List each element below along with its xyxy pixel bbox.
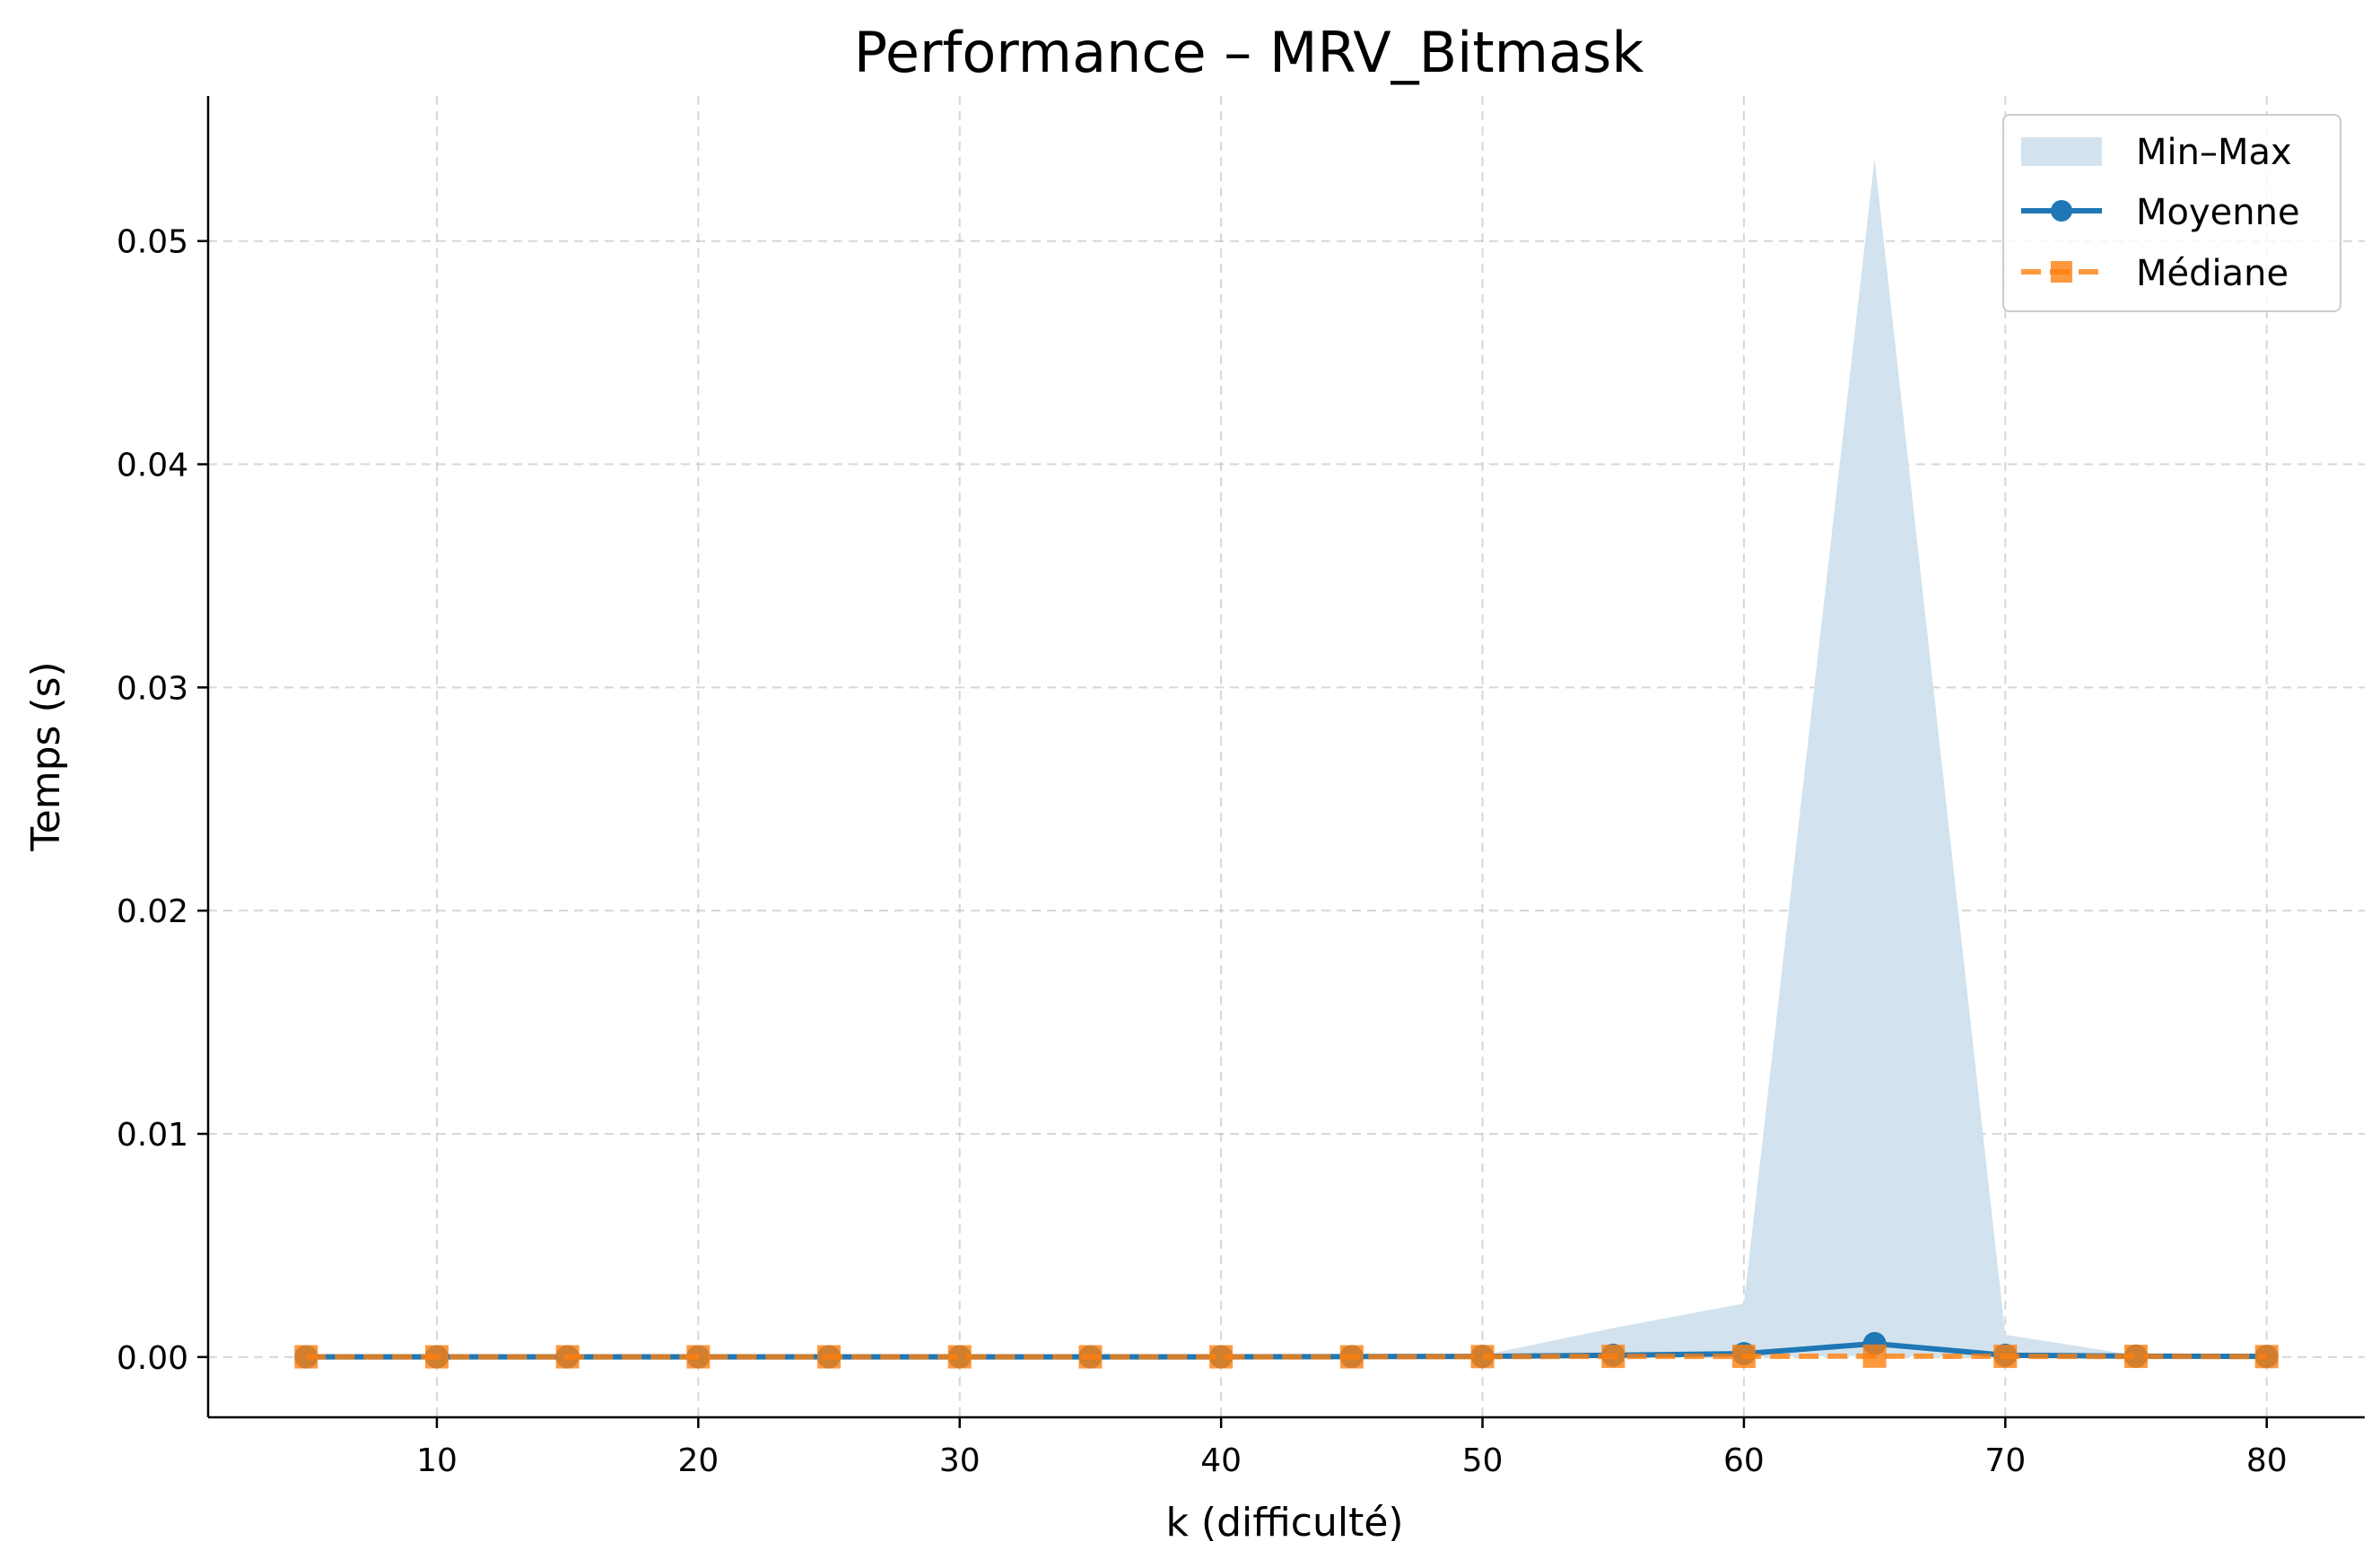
median-point [1601,1345,1626,1369]
min-max-band-layer [306,158,2267,1357]
median-point [1731,1345,1756,1369]
median-point [555,1345,580,1369]
y-tick-label: 0.02 [117,893,188,930]
min-max-band [306,158,2267,1357]
y-axis-label: Temps (s) [23,661,69,851]
y-tick-label: 0.03 [117,670,188,707]
x-axis-label: k (difficulté) [1165,1500,1403,1546]
legend-band-swatch [2021,137,2102,166]
y-tick-label: 0.00 [117,1340,188,1377]
median-point [2124,1345,2149,1369]
legend: Min–Max Moyenne Médiane [2002,114,2341,312]
chart-title: Performance – MRV_Bitmask [854,20,1644,85]
x-tick-label: 80 [2246,1442,2288,1479]
x-tick-label: 50 [1462,1442,1504,1479]
legend-mean-marker [2051,200,2072,222]
median-point [1078,1345,1103,1369]
x-tick-label: 10 [416,1442,458,1479]
x-tick-label: 30 [939,1442,981,1479]
median-point [817,1345,841,1369]
median-point [1470,1345,1495,1369]
series-line [306,1353,2267,1360]
x-tick-label: 40 [1200,1442,1242,1479]
median-point [947,1345,972,1369]
x-tick-label: 70 [1984,1442,2026,1479]
median-point [1862,1344,1887,1368]
y-tick-label: 0.04 [117,448,188,484]
median-point [1339,1345,1364,1369]
median-point [294,1345,318,1369]
y-ticks: 0.00 0.01 0.02 0.03 0.04 0.05 [117,224,208,1377]
y-tick-label: 0.01 [117,1117,188,1154]
y-tick-label: 0.05 [117,224,188,261]
x-ticks: 10 20 30 40 50 60 70 80 [416,1417,2288,1479]
x-tick-label: 20 [677,1442,719,1479]
series-layer [294,1331,2279,1369]
median-point [424,1345,449,1369]
legend-band-label: Min–Max [2136,132,2292,173]
series-mediane [294,1344,2279,1369]
median-point [1993,1345,2018,1369]
x-tick-label: 60 [1723,1442,1765,1479]
median-point [686,1345,711,1369]
legend-median-marker [2051,261,2072,283]
legend-mean-label: Moyenne [2136,192,2300,233]
grid-lines [208,96,2365,1417]
median-point [2254,1345,2279,1369]
median-point [1209,1345,1234,1369]
legend-median-label: Médiane [2136,253,2288,294]
